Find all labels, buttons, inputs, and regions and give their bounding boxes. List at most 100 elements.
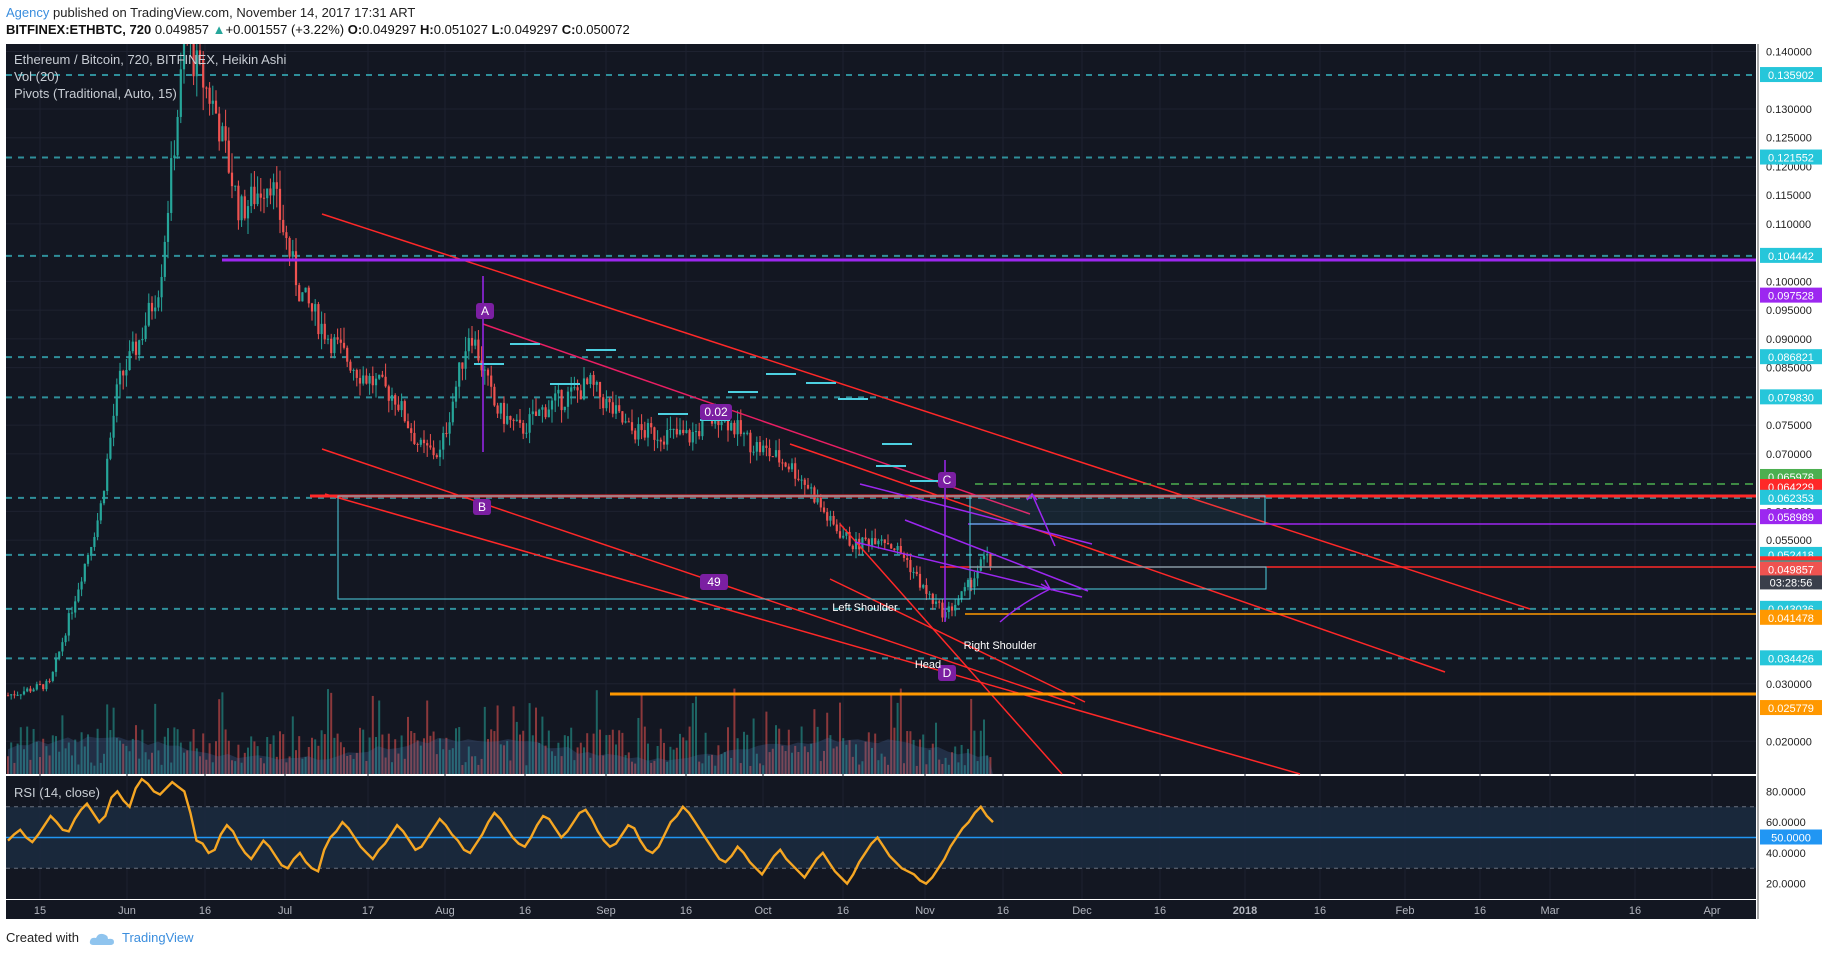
candle-body — [598, 381, 602, 398]
candle-body — [138, 340, 141, 355]
y-tick-label: 0.140000 — [1766, 46, 1812, 58]
volume-bar — [554, 755, 557, 774]
candle-body — [435, 455, 438, 458]
price-tag-bg — [1760, 247, 1822, 263]
candle-body — [448, 422, 451, 434]
volume-bar — [583, 747, 585, 774]
tradingview-link[interactable]: TradingView — [122, 930, 194, 945]
volume-bar — [794, 745, 797, 774]
volume-bar — [288, 756, 291, 774]
volume-bar — [141, 729, 144, 774]
trend-line — [321, 448, 1076, 705]
volume-bar — [423, 738, 425, 774]
candle-body — [483, 369, 486, 371]
volume-bar — [941, 763, 944, 774]
volume-bar — [970, 698, 973, 774]
price-tag: 0.025779 — [1768, 703, 1814, 715]
candle-body — [349, 361, 352, 371]
rsi-tick-label: 60.0000 — [1766, 817, 1806, 829]
candle-body — [451, 401, 454, 423]
volume-bar — [256, 746, 259, 774]
candle-body — [528, 414, 531, 433]
candle-body — [147, 302, 150, 326]
volume-bar — [320, 730, 323, 774]
volume-bar — [573, 760, 576, 774]
candle-body — [800, 479, 803, 481]
y-tick-label: 0.115000 — [1766, 190, 1811, 202]
volume-bar — [64, 748, 67, 774]
volume-bar — [669, 746, 672, 774]
volume-bar — [80, 732, 83, 774]
volume-bar — [355, 752, 358, 774]
candle-body — [163, 241, 166, 277]
volume-bar — [672, 749, 675, 774]
candle-body — [698, 431, 701, 437]
chart-canvas[interactable]: 15 Jun 16 Jul 17 Aug 16 Sep 16 Oct 16 Nov 16 Dec 16 201… — [0, 44, 1824, 919]
price-tag-bg — [1760, 287, 1822, 303]
volume-bar — [160, 764, 163, 774]
symbol-name: BITFINEX:ETHBTC, 720 — [6, 22, 152, 37]
candle-body — [816, 497, 819, 503]
volume-ma-area — [8, 736, 993, 774]
volume-bar — [592, 733, 595, 774]
pattern-line — [854, 541, 1083, 598]
volume-bar — [71, 755, 73, 774]
volume-bar — [349, 754, 352, 774]
volume-bar — [506, 740, 509, 774]
y-tick-label: 0.020000 — [1766, 736, 1812, 748]
volume-bar — [346, 755, 349, 774]
candle-body — [442, 432, 445, 450]
candle-body — [544, 407, 547, 418]
candle-body — [256, 193, 259, 205]
publish-line: Agency published on TradingView.com, Nov… — [6, 5, 415, 20]
candle-body — [285, 232, 288, 239]
volume-bar — [922, 734, 925, 774]
publisher-link[interactable]: Agency — [6, 5, 50, 20]
volume-bar — [240, 762, 243, 774]
volume-bar — [983, 719, 985, 774]
candle-body — [253, 186, 256, 205]
volume-bar — [122, 743, 125, 774]
volume-bar — [714, 765, 717, 774]
volume-bar — [298, 736, 301, 774]
volume-bar — [67, 742, 70, 774]
candle-body — [787, 466, 790, 470]
pivots-legend: Pivots (Traditional, Auto, 15) — [14, 86, 177, 101]
candle-body — [214, 100, 218, 114]
volume-bar — [512, 706, 515, 774]
volume-bar — [887, 764, 889, 774]
candle-body — [496, 405, 499, 414]
volume-bar — [627, 752, 630, 774]
change-arrow-icon: ▲ — [212, 22, 226, 37]
candle-body — [685, 430, 688, 434]
volume-bar — [224, 729, 227, 774]
candle-body — [355, 369, 358, 378]
candle-body — [774, 450, 778, 457]
candle-body — [733, 422, 736, 435]
candle-body — [515, 419, 518, 421]
volume-bar — [832, 748, 835, 774]
volume-bar — [419, 745, 422, 774]
candle-body — [947, 606, 950, 613]
candle-body — [246, 206, 250, 219]
candle-body — [592, 374, 595, 385]
candle-body — [157, 297, 160, 308]
volume-bar — [842, 738, 845, 774]
volume-bar — [618, 730, 621, 774]
candle-body — [736, 420, 739, 435]
candle-body — [509, 415, 512, 420]
volume-bar — [199, 756, 201, 774]
candle-body — [896, 546, 899, 551]
candle-body — [298, 285, 301, 302]
arrow-icon — [1026, 492, 1038, 501]
candle-body — [358, 377, 362, 384]
volume-bar — [903, 763, 905, 774]
candle-body — [35, 684, 38, 690]
price-tag-bg — [1760, 349, 1822, 365]
volume-bar — [621, 732, 624, 774]
volume-bar — [128, 751, 131, 774]
volume-bar — [954, 746, 957, 774]
candle-body — [144, 325, 147, 340]
volume-bar — [448, 749, 451, 774]
volume-bar — [135, 725, 137, 774]
